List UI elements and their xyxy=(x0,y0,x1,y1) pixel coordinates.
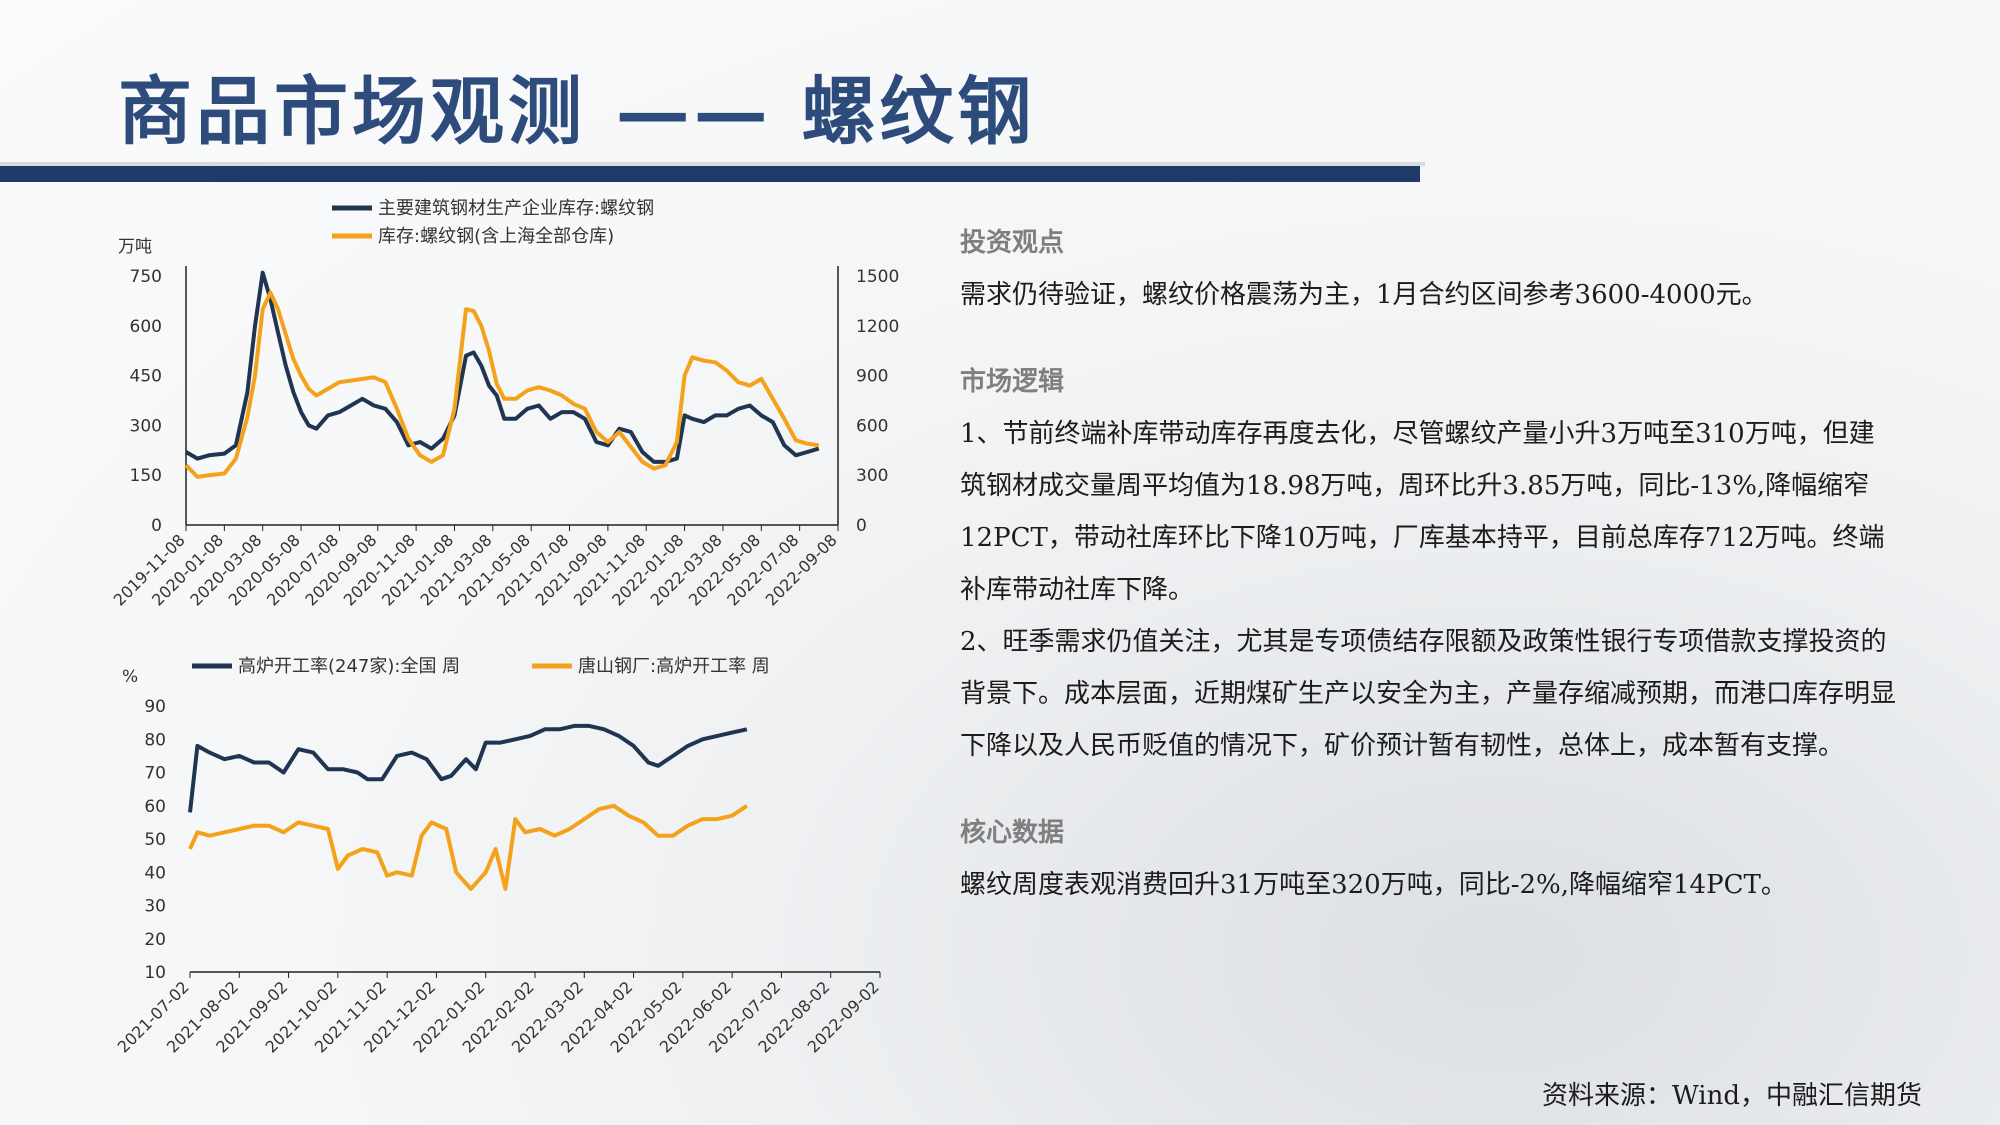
legend-label: 唐山钢厂:高炉开工率 周 xyxy=(578,656,770,677)
y-tick-label: 10 xyxy=(144,963,166,983)
y-tick-label: 40 xyxy=(144,863,166,883)
series-line xyxy=(185,270,820,464)
section-head: 投资观点 xyxy=(960,228,1065,258)
y-tick-label: 80 xyxy=(144,730,166,750)
y-tick-label: 0 xyxy=(151,516,162,536)
legend-label: 主要建筑钢材生产企业库存:螺纹钢 xyxy=(378,198,654,219)
legend-label: 高炉开工率(247家):全国 周 xyxy=(238,656,460,677)
header-accent-line xyxy=(0,162,1425,166)
y-tick-label: 300 xyxy=(130,416,162,436)
y-tick-label: 90 xyxy=(144,697,166,717)
blast-furnace-chart: %1020304050607080902021-07-022021-08-022… xyxy=(114,656,883,1057)
section-head: 市场逻辑 xyxy=(960,367,1065,397)
data-source: 资料来源：Wind，中融汇信期货 xyxy=(1542,1081,1922,1111)
series-line xyxy=(184,290,820,479)
y-tick-label: 20 xyxy=(144,930,166,950)
y-axis-label: % xyxy=(122,667,138,687)
y-tick-label: 450 xyxy=(130,367,162,387)
legend-label: 库存:螺纹钢(含上海全部仓库) xyxy=(378,226,614,247)
y-tick-label: 600 xyxy=(130,317,162,337)
series-line xyxy=(188,723,748,813)
section-body: 2、旺季需求仍值关注，尤其是专项债结存限额及政策性银行专项借款支撑投资的背景下。… xyxy=(960,627,1897,761)
section-head: 核心数据 xyxy=(960,818,1065,848)
section-core-data: 核心数据 螺纹周度表观消费回升31万吨至320万吨，同比-2%,降幅缩窄14PC… xyxy=(960,812,1900,911)
y2-tick-label: 1200 xyxy=(856,317,899,337)
y2-tick-label: 300 xyxy=(856,466,888,486)
analysis-panel: 投资观点 需求仍待验证，螺纹价格震荡为主，1月合约区间参考3600-4000元。… xyxy=(960,222,1900,911)
section-investment-view: 投资观点 需求仍待验证，螺纹价格震荡为主，1月合约区间参考3600-4000元。 xyxy=(960,222,1900,321)
y-tick-label: 30 xyxy=(144,897,166,917)
inventory-chart: 万吨01503004506007500300600900120015002019… xyxy=(110,198,900,610)
page-title: 商品市场观测 —— 螺纹钢 xyxy=(118,69,1036,155)
section-market-logic: 市场逻辑 1、节前终端补库带动库存再度去化，尽管螺纹产量小升3万吨至310万吨，… xyxy=(960,361,1900,772)
y2-tick-label: 900 xyxy=(856,367,888,387)
y-tick-label: 50 xyxy=(144,830,166,850)
y-tick-label: 70 xyxy=(144,764,166,784)
y-tick-label: 150 xyxy=(130,466,162,486)
y-axis-label: 万吨 xyxy=(118,237,152,257)
y-tick-label: 750 xyxy=(130,267,162,287)
section-body: 螺纹周度表观消费回升31万吨至320万吨，同比-2%,降幅缩窄14PCT。 xyxy=(960,870,1787,900)
y-tick-label: 60 xyxy=(144,797,166,817)
y2-tick-label: 600 xyxy=(856,416,888,436)
y2-tick-label: 1500 xyxy=(856,267,899,287)
y2-tick-label: 0 xyxy=(856,516,867,536)
section-body: 需求仍待验证，螺纹价格震荡为主，1月合约区间参考3600-4000元。 xyxy=(960,280,1768,310)
section-body: 1、节前终端补库带动库存再度去化，尽管螺纹产量小升3万吨至310万吨，但建筑钢材… xyxy=(960,419,1885,605)
series-line xyxy=(188,803,749,891)
header-bar xyxy=(0,166,1420,182)
